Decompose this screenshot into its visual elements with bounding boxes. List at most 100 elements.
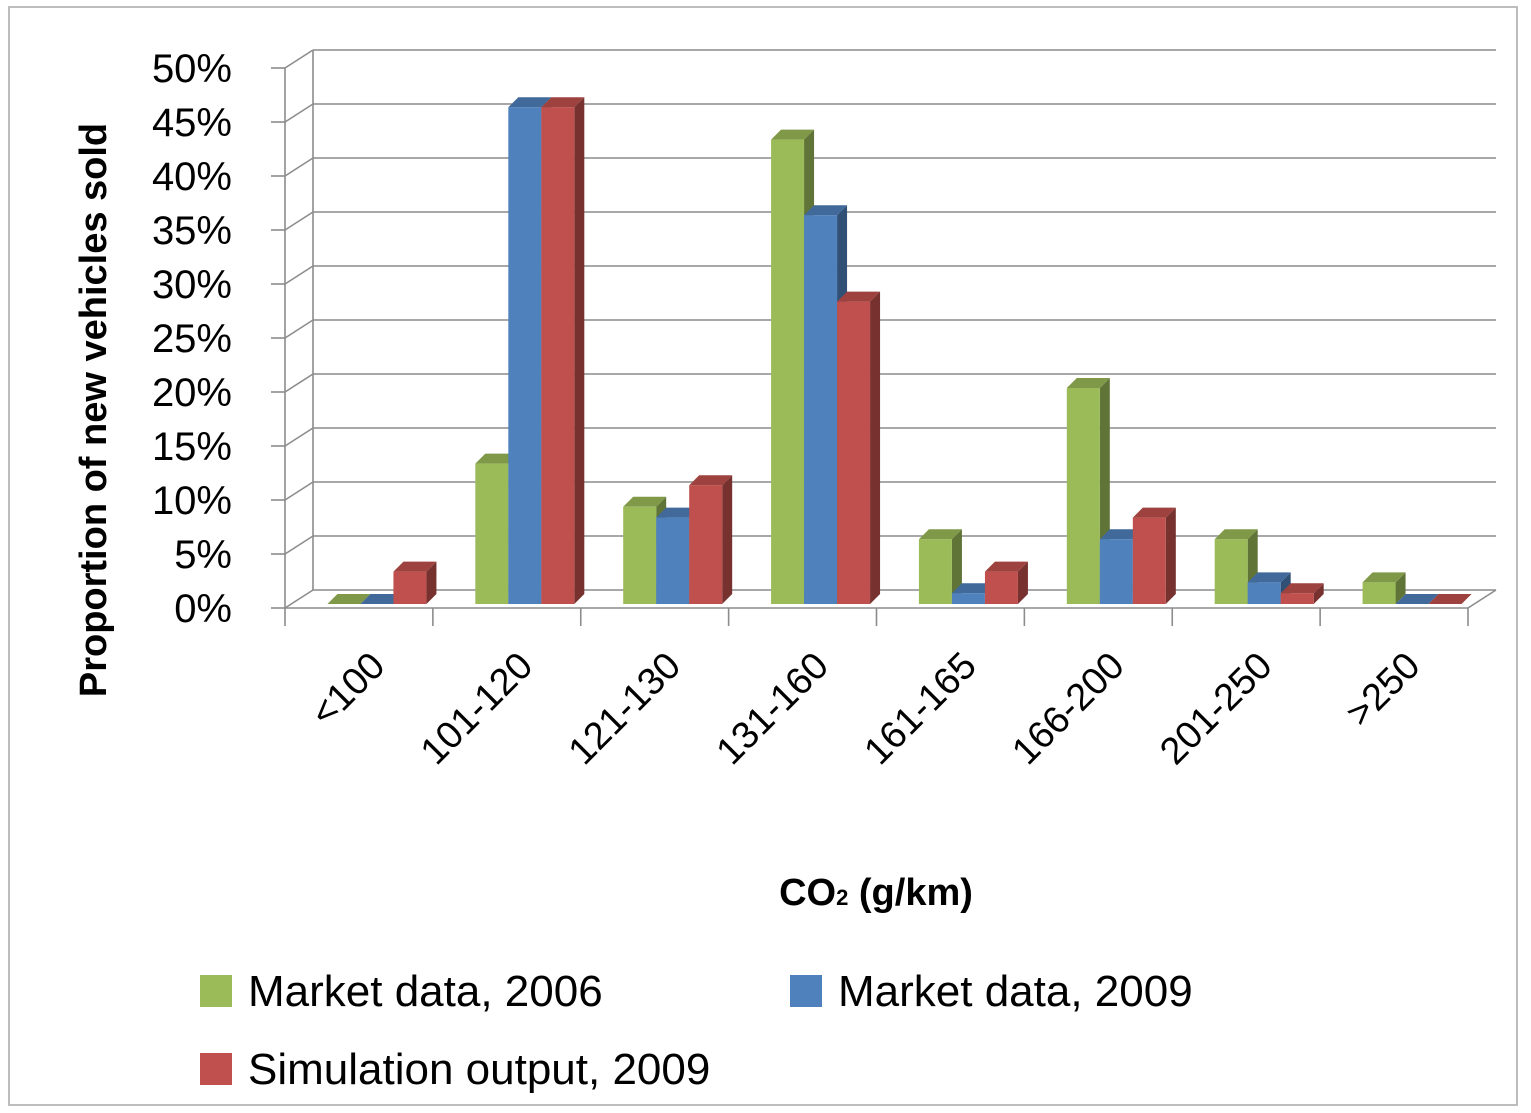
bar-top (984, 561, 1028, 572)
chart-frame (8, 6, 1518, 1106)
x-tick-label: <100 (303, 645, 393, 735)
y-tick-label: 40% (152, 155, 232, 199)
bar-front (689, 485, 723, 604)
y-tick-label: 5% (174, 533, 232, 577)
bar-front (984, 571, 1018, 604)
x-tick-label: 161-165 (856, 645, 984, 773)
bar (1428, 594, 1472, 604)
y-tick-label: 35% (152, 209, 232, 253)
bar (984, 561, 1028, 604)
bar-side (1165, 507, 1176, 604)
bar (689, 475, 733, 604)
gridline-side (284, 373, 314, 393)
bar (837, 291, 881, 604)
bar-front (1066, 388, 1100, 604)
legend-label: Market data, 2006 (248, 967, 603, 1016)
gridline-side (284, 481, 314, 501)
bar-front (393, 571, 427, 604)
bar (918, 529, 962, 604)
bar (1362, 572, 1406, 604)
gridline-side (284, 103, 314, 123)
x-tick-label: 121-130 (561, 645, 689, 773)
bar-top (1132, 507, 1176, 518)
floor-edge (1467, 589, 1497, 609)
bar-top (1099, 529, 1143, 540)
bar-front (1280, 593, 1314, 604)
gridline-side (284, 265, 314, 285)
gridline-side (284, 211, 314, 231)
bar-front (508, 107, 542, 604)
bar-side (951, 529, 962, 604)
y-tick-label: 30% (152, 263, 232, 307)
bar-side (426, 561, 437, 604)
legend-label: Simulation output, 2009 (248, 1045, 710, 1094)
bar-top (771, 129, 815, 140)
bar-side (1395, 572, 1406, 604)
legend: Market data, 2006 Market data, 2009 Simula… (200, 967, 1193, 1094)
bar-front (837, 301, 871, 604)
x-tick-label: 201-250 (1152, 645, 1280, 773)
bar-top (1214, 529, 1258, 540)
bar (393, 561, 437, 604)
x-axis-label-main: CO (779, 872, 836, 914)
bar (360, 594, 404, 604)
bar-top (1362, 572, 1406, 583)
y-tick-label: 50% (152, 47, 232, 91)
bar-top (360, 594, 404, 604)
bar-top (951, 583, 995, 594)
y-tick-label: 25% (152, 317, 232, 361)
bar-front (918, 539, 952, 604)
gridlines (271, 49, 1496, 609)
gridline-side (284, 427, 314, 447)
y-tick-label: 45% (152, 101, 232, 145)
bar (541, 97, 585, 604)
legend-swatch (790, 975, 822, 1007)
legend-swatch (200, 975, 232, 1007)
bar-front (1214, 539, 1248, 604)
bars (327, 97, 1472, 604)
y-tick-label: 15% (152, 425, 232, 469)
x-tick-label: 166-200 (1004, 645, 1132, 773)
bar-top (1428, 594, 1472, 604)
bar-top (837, 291, 881, 302)
bar-side (1017, 561, 1028, 604)
bar-top (918, 529, 962, 540)
bar-top (327, 594, 371, 604)
bar-side (574, 97, 585, 604)
bar-front (475, 463, 509, 604)
gridline-side (284, 49, 314, 69)
bar (1395, 594, 1439, 604)
bar-front (656, 517, 690, 604)
gridline-side (284, 535, 314, 555)
x-tick-labels: <100 101-120 121-130 131-160 161-165 166-200 2… (303, 645, 1428, 773)
x-tick-label: 101-120 (413, 645, 541, 773)
x-axis (284, 589, 1497, 626)
y-tick-labels: 0% 5% 10% 15% 20% 25% 30% 35% 40% 45% 50% (152, 47, 232, 631)
legend-item: Simulation output, 2009 (200, 1045, 710, 1094)
x-tick-label: >250 (1338, 645, 1428, 735)
bar-top (393, 561, 437, 572)
legend-label: Market data, 2009 (838, 967, 1193, 1016)
bar-front (1247, 582, 1281, 604)
bar-top (1280, 583, 1324, 594)
x-axis-label: CO2 (g/km) (779, 872, 973, 914)
bar-front (951, 593, 985, 604)
bar-top (804, 205, 848, 216)
y-tick-label: 10% (152, 479, 232, 523)
bar-top (475, 453, 519, 464)
bar-top (656, 507, 700, 518)
bar-top (541, 97, 585, 108)
x-axis-label-unit: (g/km) (848, 872, 973, 914)
bar (327, 594, 371, 604)
bar-side (722, 475, 733, 604)
gridline-side (284, 319, 314, 339)
bar-top (689, 475, 733, 486)
bar-top (1066, 378, 1110, 388)
x-axis-label-subscript: 2 (836, 885, 848, 910)
bar-front (541, 107, 575, 604)
y-tick-label: 0% (174, 587, 232, 631)
bar-front (1132, 517, 1166, 604)
legend-item: Market data, 2009 (790, 967, 1193, 1016)
